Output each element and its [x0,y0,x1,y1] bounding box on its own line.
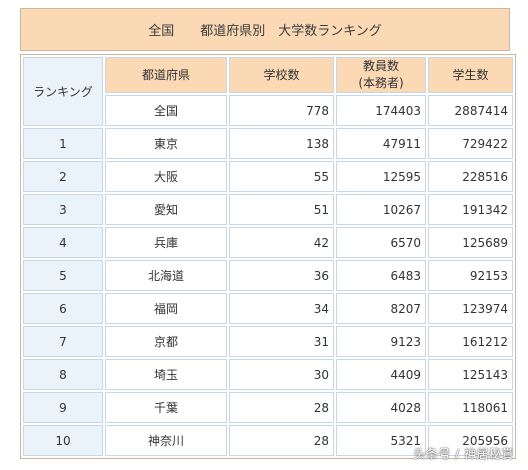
national-students: 2887414 [428,95,513,126]
header-schools: 学校数 [229,57,334,93]
schools-cell: 28 [229,425,334,456]
schools-cell: 42 [229,227,334,258]
prefecture-cell: 埼玉 [105,359,227,390]
students-cell: 92153 [428,260,513,291]
students-cell: 123974 [428,293,513,324]
prefecture-cell: 千葉 [105,392,227,423]
rank-cell: 10 [23,425,103,456]
header-row: ランキング 都道府県 学校数 教員数 (本務者) 学生数 [23,57,513,126]
rank-cell: 7 [23,326,103,357]
prefecture-cell: 大阪 [105,161,227,192]
schools-cell: 55 [229,161,334,192]
rank-cell: 8 [23,359,103,390]
header-rank: ランキング [23,57,103,126]
header-students: 学生数 [428,57,513,93]
students-cell: 161212 [428,326,513,357]
schools-cell: 30 [229,359,334,390]
teachers-cell: 5321 [336,425,426,456]
table-row: 4 兵庫 42 6570 125689 [23,227,513,258]
national-teachers: 174403 [336,95,426,126]
prefecture-cell: 福岡 [105,293,227,324]
students-cell: 118061 [428,392,513,423]
table-title: 全国 都道府県別 大学数ランキング [20,8,510,51]
teachers-cell: 4409 [336,359,426,390]
table-row: 2 大阪 55 12595 228516 [23,161,513,192]
table-row: 10 神奈川 28 5321 205956 [23,425,513,456]
national-schools: 778 [229,95,334,126]
schools-cell: 36 [229,260,334,291]
rank-cell: 3 [23,194,103,225]
national-row: 全国 778 174403 2887414 [23,95,513,126]
watermark: 头条号 / 神居秘賞 [413,447,514,461]
teachers-cell: 8207 [336,293,426,324]
students-cell: 125689 [428,227,513,258]
teachers-cell: 6570 [336,227,426,258]
table-row: 7 京都 31 9123 161212 [23,326,513,357]
table-row: 8 埼玉 30 4409 125143 [23,359,513,390]
teachers-cell: 47911 [336,128,426,159]
national-prefecture: 全国 [105,95,227,126]
table-row: 3 愛知 51 10267 191342 [23,194,513,225]
prefecture-cell: 京都 [105,326,227,357]
rank-cell: 2 [23,161,103,192]
rank-cell: 6 [23,293,103,324]
table-row: 1 東京 138 47911 729422 [23,128,513,159]
students-cell: 729422 [428,128,513,159]
schools-cell: 34 [229,293,334,324]
students-cell: 228516 [428,161,513,192]
students-cell: 125143 [428,359,513,390]
header-teachers-label: 教員数 [362,59,399,73]
header-teachers: 教員数 (本務者) [336,57,426,93]
ranking-table: ランキング 都道府県 学校数 教員数 (本務者) 学生数 全国 778 1744… [20,54,516,459]
schools-cell: 51 [229,194,334,225]
teachers-cell: 4028 [336,392,426,423]
teachers-cell: 9123 [336,326,426,357]
prefecture-cell: 兵庫 [105,227,227,258]
students-cell: 205956 [428,425,513,456]
table-row: 9 千葉 28 4028 118061 [23,392,513,423]
table-row: 5 北海道 36 6483 92153 [23,260,513,291]
schools-cell: 28 [229,392,334,423]
prefecture-cell: 東京 [105,128,227,159]
rank-cell: 9 [23,392,103,423]
header-prefecture: 都道府県 [105,57,227,93]
teachers-cell: 10267 [336,194,426,225]
table-row: 6 福岡 34 8207 123974 [23,293,513,324]
schools-cell: 138 [229,128,334,159]
prefecture-cell: 愛知 [105,194,227,225]
schools-cell: 31 [229,326,334,357]
rank-cell: 1 [23,128,103,159]
prefecture-cell: 神奈川 [105,425,227,456]
header-teachers-sub: (本務者) [358,76,404,90]
teachers-cell: 12595 [336,161,426,192]
prefecture-cell: 北海道 [105,260,227,291]
teachers-cell: 6483 [336,260,426,291]
students-cell: 191342 [428,194,513,225]
rank-cell: 4 [23,227,103,258]
rank-cell: 5 [23,260,103,291]
